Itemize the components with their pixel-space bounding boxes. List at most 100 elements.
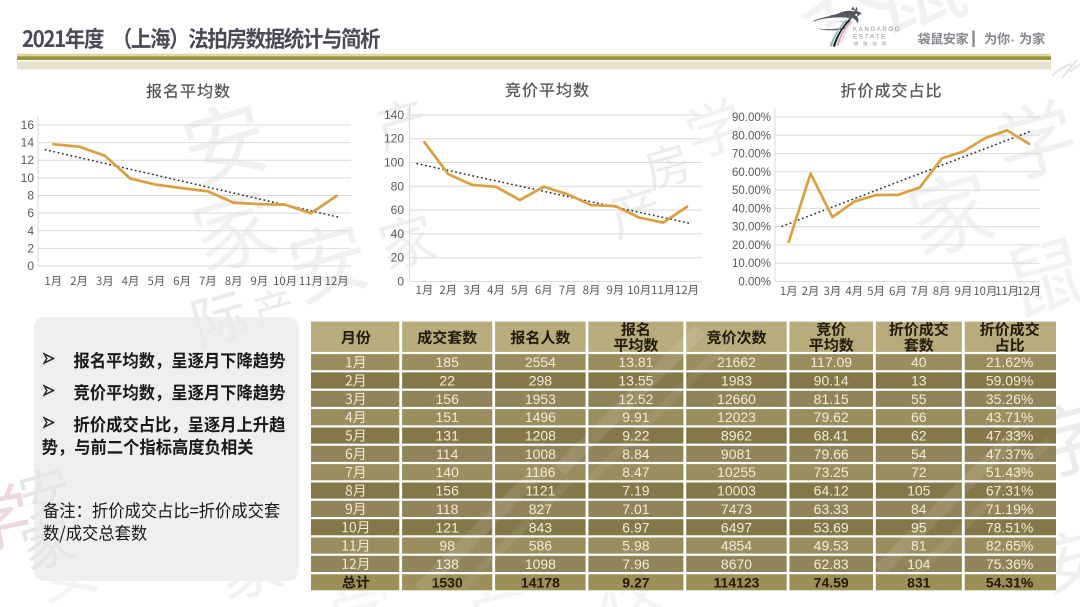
- svg-text:53.69: 53.69: [814, 519, 849, 535]
- svg-text:9.91: 9.91: [622, 409, 649, 425]
- svg-text:14: 14: [21, 136, 35, 150]
- svg-text:131: 131: [436, 428, 460, 444]
- svg-text:7473: 7473: [721, 501, 752, 517]
- svg-text:40: 40: [391, 227, 405, 241]
- svg-text:54.31%: 54.31%: [986, 574, 1034, 590]
- svg-text:80.00%: 80.00%: [732, 130, 771, 142]
- svg-text:30.00%: 30.00%: [732, 222, 771, 234]
- svg-text:12660: 12660: [717, 391, 756, 407]
- svg-text:74.59: 74.59: [814, 574, 849, 590]
- svg-text:156: 156: [436, 391, 460, 407]
- svg-text:90.00%: 90.00%: [732, 112, 771, 124]
- svg-text:105: 105: [907, 483, 931, 499]
- svg-text:2: 2: [27, 241, 34, 255]
- svg-text:21662: 21662: [717, 354, 756, 370]
- svg-text:10.00%: 10.00%: [732, 258, 771, 270]
- svg-text:78.51%: 78.51%: [986, 519, 1033, 535]
- svg-text:55: 55: [911, 391, 927, 407]
- svg-text:60: 60: [391, 203, 405, 217]
- svg-text:75.36%: 75.36%: [986, 556, 1033, 572]
- svg-text:8: 8: [27, 189, 34, 203]
- svg-text:1496: 1496: [525, 409, 556, 425]
- svg-text:40.00%: 40.00%: [732, 203, 771, 215]
- svg-text:10255: 10255: [717, 464, 756, 480]
- svg-text:138: 138: [436, 556, 460, 572]
- svg-text:10003: 10003: [717, 483, 756, 499]
- svg-text:4: 4: [27, 224, 34, 238]
- svg-text:43.71%: 43.71%: [986, 409, 1033, 425]
- svg-text:4854: 4854: [721, 538, 752, 554]
- svg-text:KANGAROO: KANGAROO: [853, 26, 901, 33]
- svg-text:100: 100: [384, 156, 404, 170]
- svg-text:70.00%: 70.00%: [732, 149, 771, 161]
- svg-text:90.14: 90.14: [814, 373, 849, 389]
- svg-text:13.55: 13.55: [618, 373, 653, 389]
- svg-text:185: 185: [436, 354, 460, 370]
- svg-text:81: 81: [911, 538, 927, 554]
- svg-text:54: 54: [911, 446, 927, 462]
- svg-text:151: 151: [436, 409, 460, 425]
- svg-text:6497: 6497: [721, 519, 752, 535]
- svg-text:81.15: 81.15: [814, 391, 849, 407]
- svg-text:59.09%: 59.09%: [986, 373, 1033, 389]
- svg-text:22: 22: [439, 373, 455, 389]
- svg-text:49.53: 49.53: [814, 538, 849, 554]
- svg-text:843: 843: [529, 519, 553, 535]
- svg-text:8962: 8962: [721, 428, 752, 444]
- svg-text:0.00%: 0.00%: [738, 277, 771, 289]
- svg-text:67.31%: 67.31%: [986, 483, 1033, 499]
- svg-text:40: 40: [911, 354, 927, 370]
- svg-text:9.27: 9.27: [622, 574, 649, 590]
- svg-text:98: 98: [439, 538, 455, 554]
- svg-text:5.98: 5.98: [622, 538, 649, 554]
- svg-text:35.26%: 35.26%: [986, 391, 1033, 407]
- svg-text:1208: 1208: [525, 428, 556, 444]
- svg-text:0: 0: [397, 275, 404, 289]
- svg-text:586: 586: [529, 538, 553, 554]
- svg-text:1530: 1530: [432, 574, 463, 590]
- svg-text:104: 104: [907, 556, 931, 572]
- svg-text:ESTATE: ESTATE: [853, 33, 887, 40]
- svg-text:117.09: 117.09: [810, 354, 852, 370]
- svg-text:63.33: 63.33: [814, 501, 849, 517]
- svg-text:64.12: 64.12: [814, 483, 849, 499]
- svg-text:10: 10: [21, 171, 35, 185]
- svg-text:62.83: 62.83: [814, 556, 849, 572]
- svg-text:71.19%: 71.19%: [986, 501, 1033, 517]
- svg-text:60.00%: 60.00%: [732, 167, 771, 179]
- svg-text:831: 831: [907, 574, 931, 590]
- svg-text:9.22: 9.22: [622, 428, 649, 444]
- svg-text:47.33%: 47.33%: [986, 428, 1033, 444]
- svg-text:121: 121: [436, 519, 460, 535]
- svg-text:1121: 1121: [525, 483, 555, 499]
- svg-text:62: 62: [911, 428, 927, 444]
- svg-text:118: 118: [436, 501, 459, 517]
- svg-text:20.00%: 20.00%: [732, 240, 771, 252]
- svg-text:68.41: 68.41: [814, 428, 849, 444]
- svg-text:114: 114: [436, 446, 459, 462]
- svg-text:8.84: 8.84: [622, 446, 649, 462]
- svg-text:14178: 14178: [521, 574, 560, 590]
- svg-text:120: 120: [384, 132, 404, 146]
- svg-text:298: 298: [529, 373, 553, 389]
- svg-text:7.01: 7.01: [622, 501, 649, 517]
- svg-text:80: 80: [391, 179, 405, 193]
- svg-text:84: 84: [911, 501, 927, 517]
- svg-text:16: 16: [21, 118, 35, 132]
- svg-text:1186: 1186: [525, 464, 555, 480]
- svg-text:7.19: 7.19: [622, 483, 649, 499]
- svg-text:1983: 1983: [721, 373, 752, 389]
- svg-text:9081: 9081: [721, 446, 752, 462]
- svg-text:47.37%: 47.37%: [986, 446, 1033, 462]
- svg-text:140: 140: [436, 464, 460, 480]
- svg-text:51.43%: 51.43%: [986, 464, 1033, 480]
- svg-text:140: 140: [384, 108, 404, 122]
- svg-text:95: 95: [911, 519, 927, 535]
- svg-text:8670: 8670: [721, 556, 752, 572]
- svg-text:13.81: 13.81: [618, 354, 653, 370]
- svg-text:12.52: 12.52: [618, 391, 653, 407]
- svg-text:2554: 2554: [525, 354, 556, 370]
- svg-text:73.25: 73.25: [814, 464, 849, 480]
- svg-text:8.47: 8.47: [622, 464, 649, 480]
- svg-text:1953: 1953: [525, 391, 556, 407]
